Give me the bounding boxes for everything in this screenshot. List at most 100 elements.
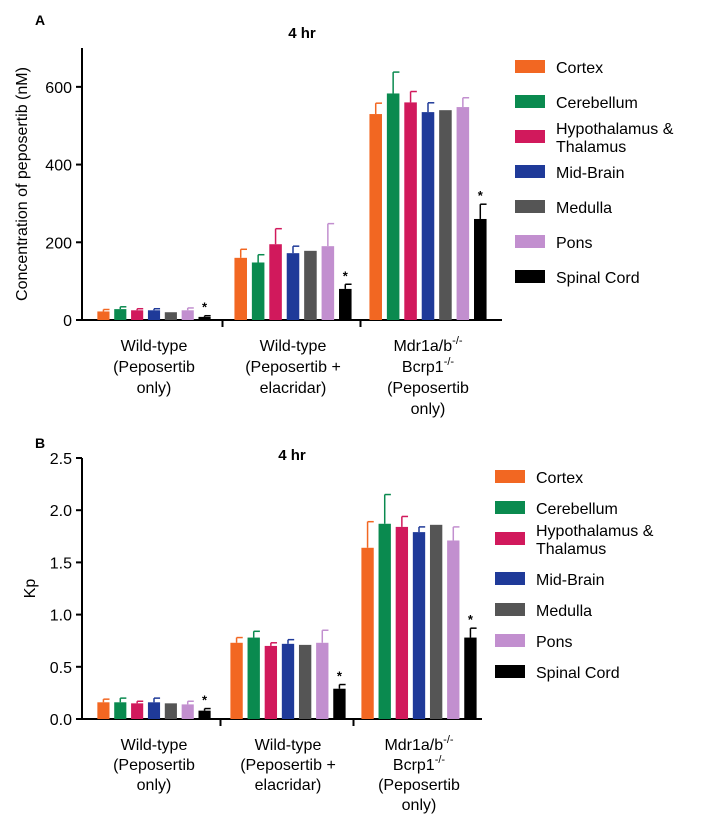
y-axis-label: Kp [22,579,39,599]
bar-spinal-cord [198,710,211,719]
legend-swatch-cortex [515,60,545,73]
category-label: (Peposertib [113,757,195,774]
significance-marker: * [478,188,484,203]
bar-mid-brain [147,702,161,719]
legend-swatch-cortex [495,470,525,483]
legend-swatch-mid-brain [495,572,525,585]
bar-cortex [97,702,110,719]
y-tick-label: 0 [63,313,72,330]
category-label: Bcrp1-/- [402,356,455,376]
category-label: (Peposertib + [240,757,336,774]
bar-hypothalamus-thalamus [264,645,278,719]
significance-marker: * [202,693,208,708]
bar-medulla [164,703,177,719]
bar-spinal-cord [333,688,346,719]
legend-swatch-medulla [515,200,545,213]
legend-label-spinal-cord: Spinal Cord [556,270,640,287]
category-label: Mdr1a/b-/- [393,335,462,355]
category-label-text: Wild-type [260,338,327,355]
y-tick-label: 200 [45,235,72,252]
bar-cerebellum [386,93,400,320]
category-label: (Peposertib [387,380,469,397]
category-label: only) [137,380,172,397]
category-label: Wild-type [121,338,188,355]
legend-swatch-spinal-cord [515,270,545,283]
category-label-text: Bcrp1 [402,359,444,376]
bar-cortex [230,642,243,719]
y-tick-label: 600 [45,80,72,97]
legend-label-pons: Pons [536,634,572,651]
y-tick-label: 400 [45,158,72,175]
bar-hypothalamus-thalamus [131,703,144,719]
panel-letter: B [35,435,45,451]
category-label: Wild-type [121,737,188,754]
category-label-text: (Peposertib [113,757,195,774]
bar-pons [456,107,470,320]
bar-pons [316,642,329,719]
category-label-text: Mdr1a/b [393,338,452,355]
bar-pons [447,540,460,719]
category-label-text: Wild-type [121,737,188,754]
bar-cerebellum [114,309,127,320]
category-label: Wild-type [260,338,327,355]
bar-spinal-cord [198,316,211,320]
y-tick-label: 0.5 [50,660,72,677]
significance-marker: * [468,612,474,627]
bar-medulla [298,644,312,719]
legend-swatch-hypothalamus-thalamus [495,532,525,545]
category-label-superscript: -/- [435,754,446,766]
y-tick-label: 0.0 [50,712,72,729]
legend-label-line: Thalamus [536,541,606,558]
legend-label-pons: Pons [556,235,592,252]
category-label-text: Mdr1a/b [384,737,443,754]
category-label-text: (Peposertib [387,380,469,397]
bar-cortex [369,114,382,320]
bar-medulla [164,312,177,320]
category-label-text: Wild-type [121,338,188,355]
category-label: (Peposertib + [245,359,341,376]
legend-swatch-cerebellum [515,95,545,108]
legend-swatch-hypothalamus-thalamus [515,130,545,143]
legend-label-line: Hypothalamus & [556,121,674,138]
category-label-text: Bcrp1 [393,757,435,774]
bar-pons [181,704,194,719]
category-label-superscript: -/- [443,734,454,746]
bar-cerebellum [247,637,260,719]
legend-swatch-medulla [495,603,525,616]
panel-b: B 4 hr Kp 0.0 0.5 1.0 1.5 2.0 2.5 * Wild-type (Pepo… [22,435,654,814]
category-label-text: elacridar) [260,380,327,397]
legend-label-mid-brain: Mid-Brain [556,165,624,182]
legend-label-medulla: Medulla [536,603,592,620]
category-label-text: only) [402,797,437,814]
category-label: (Peposertib [113,359,195,376]
panel-a: A 4 hr Concentration of peposertib (nM) 0 20… [14,12,674,418]
category-label-text: (Peposertib [113,359,195,376]
category-label-text: only) [137,380,172,397]
bar-hypothalamus-thalamus [395,526,409,719]
bar-cortex [97,311,110,320]
legend-swatch-pons [515,235,545,248]
bar-spinal-cord [474,218,487,320]
category-label-text: (Peposertib [378,777,460,794]
legend-swatch-mid-brain [515,165,545,178]
chart-title: 4 hr [288,25,316,42]
bar-medulla [429,524,443,719]
bar-cortex [361,547,374,719]
bar-pons [181,310,194,320]
bar-spinal-cord [464,637,477,719]
category-label: elacridar) [255,777,322,794]
bar-cerebellum [251,262,265,320]
category-label: only) [411,401,446,418]
category-label-text: (Peposertib + [240,757,336,774]
bar-hypothalamus-thalamus [269,244,282,320]
y-tick-label: 1.0 [50,608,72,625]
bar-mid-brain [412,532,426,719]
category-label: only) [137,777,172,794]
legend-label-cortex: Cortex [536,470,583,487]
category-label-text: elacridar) [255,777,322,794]
category-label-superscript: -/- [444,356,455,368]
legend-swatch-spinal-cord [495,665,525,678]
category-label: elacridar) [260,380,327,397]
panel-letter: A [35,12,45,28]
